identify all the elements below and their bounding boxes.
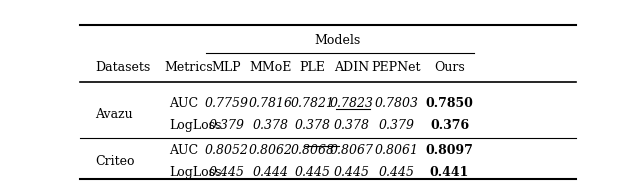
Text: 0.8061: 0.8061 — [374, 144, 419, 157]
Text: Ours: Ours — [434, 61, 465, 74]
Text: 0.444: 0.444 — [253, 166, 289, 179]
Text: MLP: MLP — [211, 61, 241, 74]
Text: 0.7821: 0.7821 — [290, 97, 334, 110]
Text: 0.8067: 0.8067 — [330, 144, 374, 157]
Text: 0.445: 0.445 — [334, 166, 370, 179]
Text: Avazu: Avazu — [95, 108, 132, 121]
Text: LogLoss: LogLoss — [170, 119, 221, 132]
Text: 0.8052: 0.8052 — [204, 144, 248, 157]
Text: 0.7823: 0.7823 — [330, 97, 374, 110]
Text: 0.8068: 0.8068 — [290, 144, 334, 157]
Text: PLE: PLE — [299, 61, 325, 74]
Text: 0.8097: 0.8097 — [426, 144, 474, 157]
Text: LogLoss: LogLoss — [170, 166, 221, 179]
Text: 0.7803: 0.7803 — [374, 97, 419, 110]
Text: Criteo: Criteo — [95, 155, 134, 168]
Text: AUC: AUC — [170, 144, 198, 157]
Text: PEPNet: PEPNet — [372, 61, 421, 74]
Text: 0.445: 0.445 — [294, 166, 330, 179]
Text: 0.378: 0.378 — [334, 119, 370, 132]
Text: 0.378: 0.378 — [294, 119, 330, 132]
Text: Models: Models — [315, 34, 361, 47]
Text: ADIN: ADIN — [334, 61, 369, 74]
Text: 0.7850: 0.7850 — [426, 97, 474, 110]
Text: Datasets: Datasets — [95, 61, 150, 74]
Text: 0.378: 0.378 — [253, 119, 289, 132]
Text: 0.379: 0.379 — [209, 119, 244, 132]
Text: 0.379: 0.379 — [378, 119, 415, 132]
Text: 0.445: 0.445 — [378, 166, 415, 179]
Text: 0.445: 0.445 — [209, 166, 244, 179]
Text: Metrics: Metrics — [164, 61, 213, 74]
Text: MMoE: MMoE — [250, 61, 292, 74]
Text: 0.8062: 0.8062 — [249, 144, 293, 157]
Text: 0.441: 0.441 — [430, 166, 469, 179]
Text: 0.7759: 0.7759 — [204, 97, 248, 110]
Text: AUC: AUC — [170, 97, 198, 110]
Text: 0.376: 0.376 — [430, 119, 469, 132]
Text: 0.7816: 0.7816 — [249, 97, 293, 110]
